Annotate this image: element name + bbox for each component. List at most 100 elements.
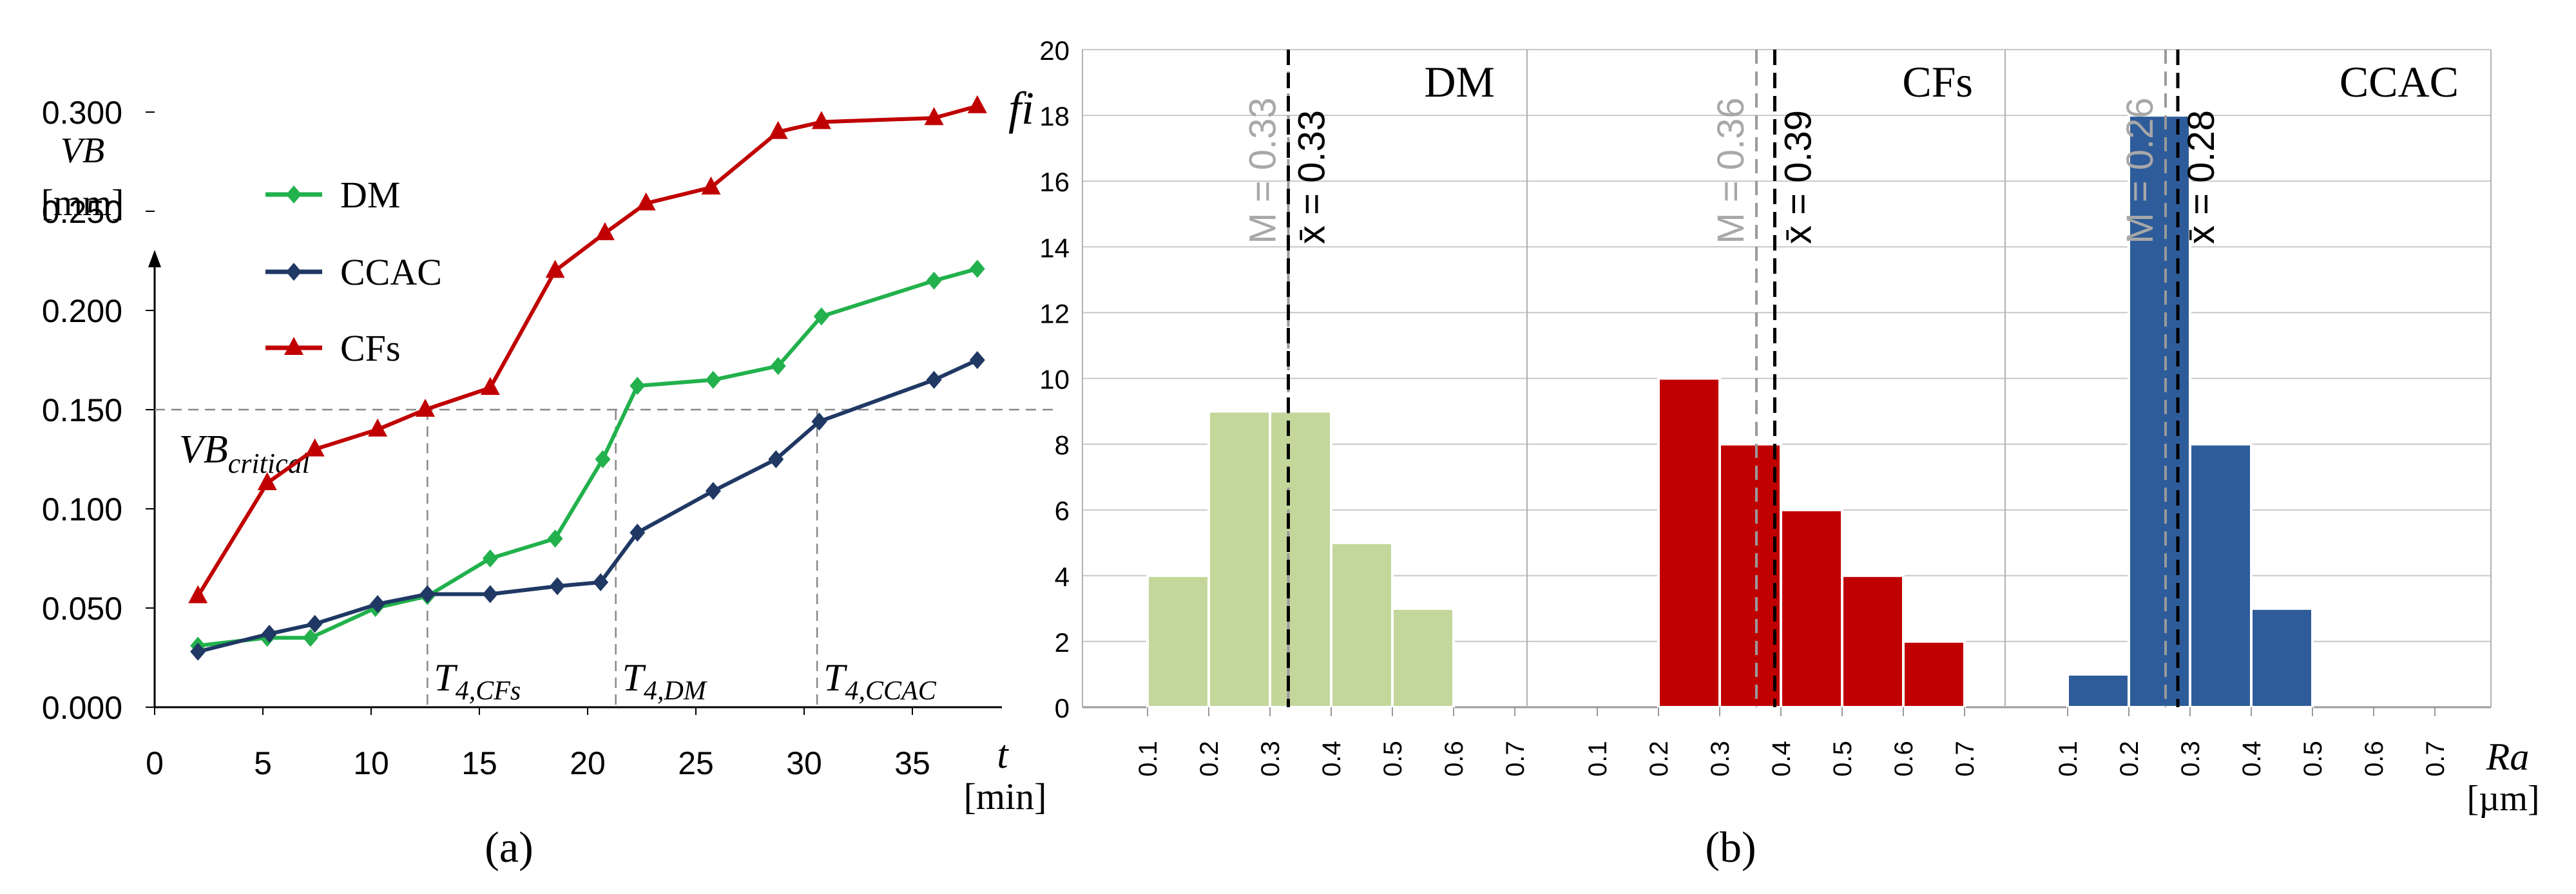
legend-label: CCAC [340, 251, 442, 293]
y-axis-arrow [148, 250, 161, 267]
y-tick-label: 18 [1039, 101, 1070, 131]
mean-label: x̄ = 0.39 [1778, 110, 1820, 244]
x-tick-label: 15 [461, 745, 497, 781]
histogram-bar [2189, 442, 2253, 709]
data-point [595, 222, 615, 240]
y-tick-label: 12 [1039, 298, 1070, 328]
x-tick-label: 0.1 [1134, 741, 1162, 777]
y-tick-label: 16 [1039, 167, 1070, 197]
x-tick-label: 0.7 [1501, 741, 1530, 777]
x-tick-label: 0.5 [2299, 741, 2327, 777]
histogram-bar [1207, 410, 1271, 709]
panel-title: CCAC [2340, 57, 2459, 106]
x-tick-label: 10 [353, 745, 389, 781]
x-tick-label: 0.5 [1379, 741, 1407, 777]
x-tick-label: 0.4 [1767, 741, 1796, 777]
median-label: M = 0.33 [1242, 97, 1284, 243]
vb-critical-label: VBcritical [179, 428, 310, 479]
x-tick-label: 0.3 [1706, 741, 1735, 777]
x-tick-label: 0.6 [2360, 741, 2389, 777]
x-tick-label: 0.6 [1440, 741, 1468, 777]
panel-title: DM [1424, 57, 1495, 106]
data-point [262, 625, 278, 643]
series-ccac [190, 351, 985, 661]
x-tick-label: 0.3 [2177, 741, 2205, 777]
y-axis-title: VB [61, 131, 104, 171]
x-tick-label: 0.4 [1318, 741, 1346, 777]
x-axis-unit: [µm] [2466, 779, 2539, 819]
histogram-bar [1146, 574, 1210, 709]
x-tick-label: 25 [678, 745, 714, 781]
y-tick-label: 6 [1055, 496, 1070, 526]
mean-label: x̄ = 0.33 [1291, 110, 1333, 244]
histogram-dm: 0.1 0.2 0.3 0.4 0.5 0.6 0.7 M = 0.33 x̄ = 0.33 DM [1134, 50, 1530, 777]
data-point [768, 120, 788, 139]
data-point [701, 176, 721, 195]
legend-label: DM [340, 174, 400, 216]
tool-life-label: T4,CCAC [823, 656, 937, 706]
y-tick-label: 0 [1055, 693, 1070, 723]
data-point [482, 549, 498, 567]
data-point [482, 585, 498, 604]
series-line [196, 104, 978, 598]
series-line [197, 267, 978, 648]
data-point [416, 399, 435, 417]
y-tick-label: 10 [1039, 365, 1070, 395]
data-point [545, 260, 565, 278]
median-label: M = 0.36 [1710, 97, 1752, 243]
data-point [768, 450, 784, 468]
y-tick-label: 0.150 [42, 392, 122, 428]
x-tick-label: 0.2 [2115, 741, 2144, 777]
x-tick-label: 0.2 [1645, 741, 1673, 777]
y-axis-title: fi [1008, 82, 1034, 134]
x-tick-label: 0.3 [1256, 741, 1285, 777]
data-point [480, 377, 500, 395]
y-tick-label: 2 [1055, 627, 1070, 658]
y-tick-label: 0.100 [42, 491, 122, 528]
tool-life-label: T4,DM [622, 656, 707, 706]
x-tick-label: 0.4 [2238, 741, 2266, 777]
data-point [190, 642, 206, 661]
data-point [770, 357, 786, 376]
histogram-cfs: 0.1 0.2 0.3 0.4 0.5 0.6 0.7 M = 0.36 x̄ = 0.39 CF… [1584, 50, 1979, 777]
data-point [705, 370, 721, 389]
data-point [969, 260, 985, 278]
y-tick-label: 0.050 [42, 591, 122, 627]
y-tick-label: 0.300 [42, 95, 122, 131]
data-point [595, 450, 611, 468]
x-tick-label: 5 [254, 745, 272, 781]
x-tick-label: 0.7 [1951, 741, 1979, 777]
x-tick-label: 0 [146, 745, 164, 781]
y-tick-label: 0.250 [42, 194, 122, 230]
histogram-bar [2250, 607, 2314, 709]
histogram-bar [2066, 672, 2130, 709]
data-point [307, 614, 323, 633]
histogram-bar [1780, 508, 1843, 709]
data-point [630, 523, 646, 542]
data-point [188, 585, 208, 604]
y-tick-label: 0.000 [42, 690, 122, 726]
x-tick-label: 35 [894, 745, 930, 781]
y-tick-label: 20 [1039, 35, 1070, 66]
data-point [969, 351, 985, 369]
data-point [368, 418, 388, 437]
legend: DM CCAC CFs [265, 174, 442, 369]
x-tick-label: 0.7 [2421, 741, 2450, 777]
tool-life-label: T4,CFs [434, 656, 521, 706]
data-point [813, 307, 829, 326]
mean-label: x̄ = 0.28 [2180, 110, 2222, 244]
data-point [305, 438, 325, 457]
data-point [924, 107, 944, 126]
panel-a-caption: (a) [485, 823, 533, 871]
histogram-bar [1269, 410, 1332, 709]
legend-marker [286, 185, 302, 204]
data-point [370, 594, 386, 613]
series-cfs [188, 95, 987, 604]
y-tick-label: 8 [1055, 430, 1070, 461]
data-point [257, 471, 277, 490]
series-line [197, 358, 979, 654]
data-point [630, 377, 646, 395]
legend-label: CFs [340, 327, 401, 369]
legend-marker [286, 263, 302, 281]
